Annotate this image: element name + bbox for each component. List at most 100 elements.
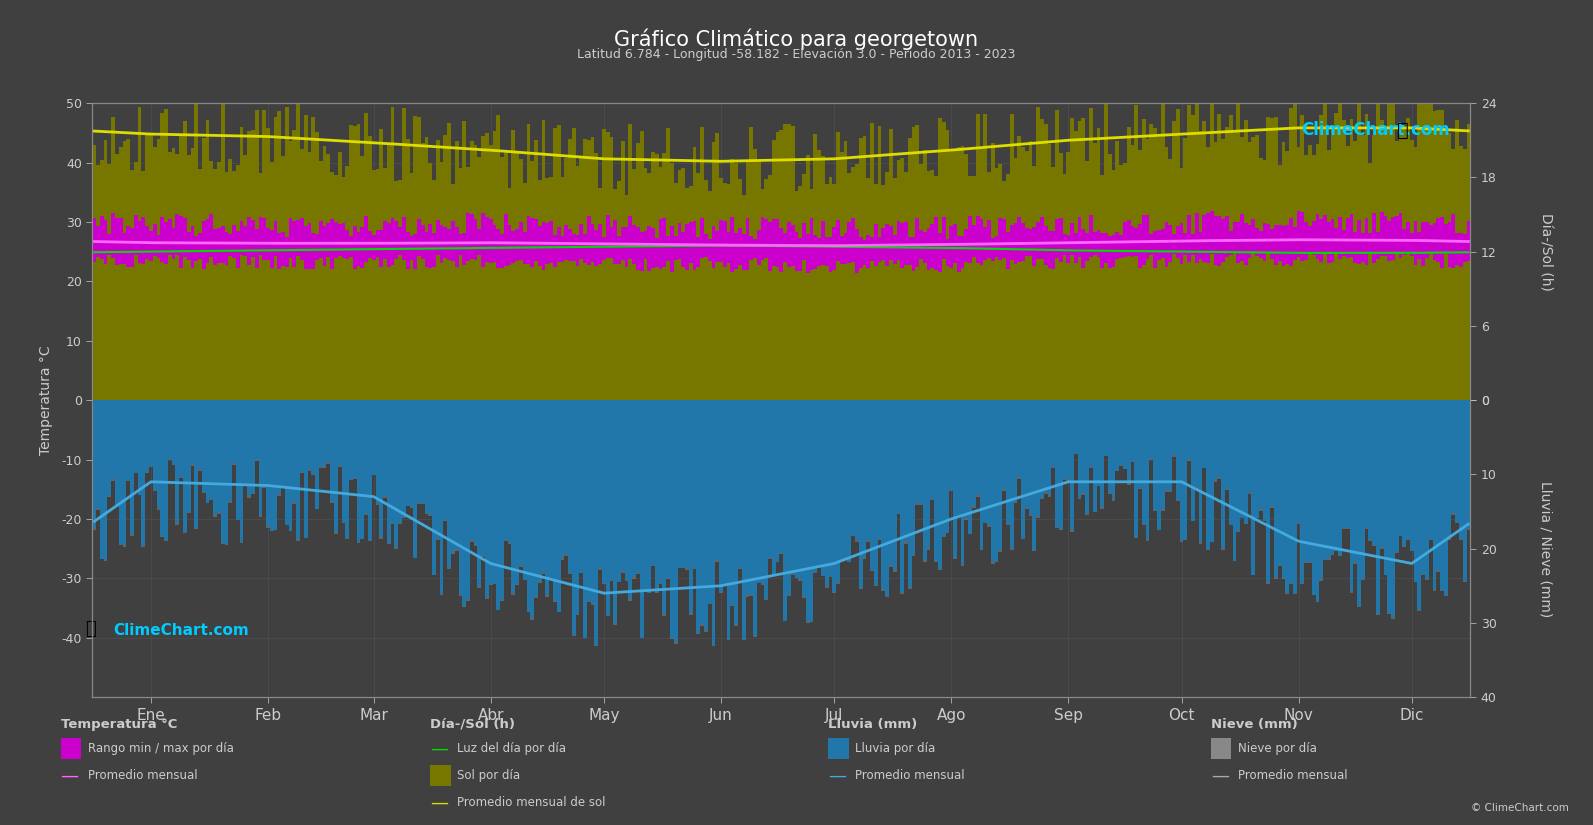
Bar [1195,213,1198,263]
Bar [484,597,489,599]
Bar [319,400,323,468]
Bar [704,234,707,257]
Bar [269,230,274,268]
Bar [806,155,809,400]
Bar [425,137,429,400]
Bar [707,191,712,400]
Bar [1349,119,1354,400]
Bar [1195,400,1198,487]
Bar [658,400,663,583]
Bar [1410,233,1413,256]
Bar [233,463,236,464]
Bar [137,221,142,263]
Bar [1440,110,1443,400]
Bar [718,177,723,400]
Bar [629,400,632,600]
Bar [988,172,991,400]
Bar [999,219,1002,260]
Bar [1120,400,1123,464]
Bar [299,219,304,260]
Bar [1432,111,1437,400]
Bar [1297,211,1300,257]
Bar [1327,400,1330,558]
Bar [213,229,217,265]
Bar [1150,124,1153,400]
Bar [1142,120,1145,400]
Bar [293,502,296,504]
Bar [1002,489,1007,492]
Bar [530,400,534,618]
Bar [900,400,905,592]
Bar [285,106,288,400]
Bar [1203,121,1206,400]
Bar [1134,106,1137,400]
Bar [503,214,508,266]
Bar [244,155,247,400]
Bar [553,129,556,400]
Bar [1380,120,1383,400]
Bar [1082,493,1085,495]
Text: ClimeChart.com: ClimeChart.com [1301,121,1450,139]
Bar [269,400,274,530]
Bar [723,400,726,584]
Bar [421,502,425,504]
Bar [602,129,605,400]
Bar [296,539,299,540]
Bar [586,215,591,265]
Bar [1040,498,1043,499]
Bar [1161,508,1164,511]
Bar [142,171,145,400]
Bar [413,400,417,558]
Bar [773,400,776,574]
Bar [92,145,96,400]
Bar [1233,130,1236,400]
Bar [1432,589,1437,591]
Bar [1372,213,1376,263]
Bar [489,145,492,400]
Bar [1236,400,1239,531]
Y-axis label: Temperatura °C: Temperatura °C [40,346,53,455]
Bar [564,554,569,556]
Bar [1239,214,1244,261]
Bar [1349,400,1354,592]
Bar [530,219,534,266]
Bar [688,400,693,613]
Bar [1349,214,1354,257]
Bar [1338,217,1341,259]
Bar [511,231,515,263]
Bar [205,219,209,262]
Bar [1222,400,1225,548]
Bar [1305,223,1308,261]
Bar [749,126,753,400]
Bar [470,141,473,400]
Bar [1142,400,1145,524]
Bar [798,579,803,581]
Bar [1395,141,1399,400]
Bar [908,138,911,400]
Bar [534,140,538,400]
Bar [104,219,107,264]
Bar [258,217,263,255]
Bar [459,595,462,596]
Bar [341,400,346,522]
Bar [1391,217,1395,261]
Bar [150,466,153,467]
Bar [376,504,379,506]
Bar [1418,103,1421,400]
Bar [757,582,760,583]
Bar [180,400,183,477]
Bar [870,123,875,400]
Bar [263,400,266,488]
Bar [696,237,701,266]
Bar [1187,400,1192,460]
Bar [564,158,569,400]
Bar [123,233,126,264]
Bar [1214,215,1217,265]
Bar [1338,400,1341,554]
Bar [663,218,666,267]
Bar [1176,400,1180,500]
Bar [1051,400,1055,468]
Bar [621,227,624,260]
Bar [1456,522,1459,523]
Bar [905,172,908,400]
